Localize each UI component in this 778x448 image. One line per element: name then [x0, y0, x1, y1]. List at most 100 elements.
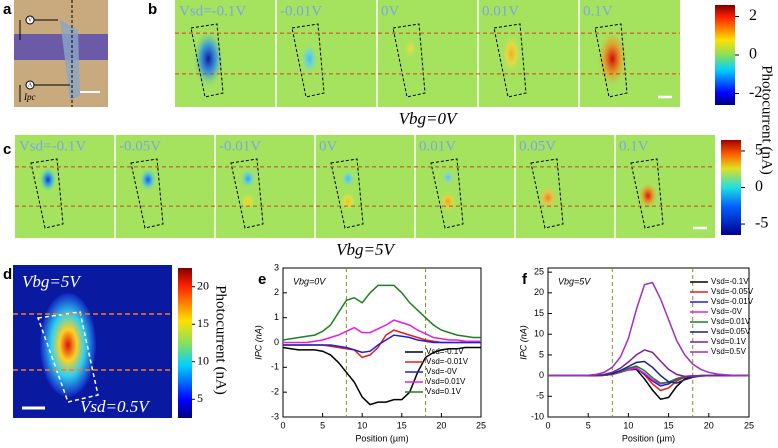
legend-label: Vsd=-0.05V — [711, 287, 754, 296]
legend-label: Vsd=-0V — [426, 367, 458, 376]
flake-outline — [190, 23, 224, 98]
x-tick-label: 5 — [586, 420, 591, 430]
legend-label: Vsd=0.05V — [711, 327, 751, 336]
x-tick-label: 15 — [397, 420, 407, 430]
gate-label: Vbg=0V — [399, 109, 459, 128]
x-tick-label: 25 — [744, 420, 754, 430]
colorbar-tick-label: -5 — [755, 215, 768, 232]
x-axis-label: Position (µm) — [355, 433, 408, 443]
y-tick-label: -2 — [271, 387, 279, 397]
bias-label: -0.01V — [219, 138, 261, 154]
series-line — [282, 346, 481, 406]
ammeter-label: A — [28, 82, 33, 88]
colorbar-tick-label: 20 — [197, 279, 209, 293]
y-tick-label: -10 — [531, 411, 544, 421]
photocurrent-spot — [403, 38, 418, 59]
series-line — [548, 281, 749, 377]
map-strip — [175, 0, 680, 107]
x-tick-label: 15 — [664, 420, 674, 430]
colorbar-tick-label: 0 — [749, 46, 757, 63]
x-tick-label: 5 — [320, 420, 325, 430]
y-tick-label: 1 — [274, 312, 279, 322]
x-tick-label: 20 — [704, 420, 714, 430]
bias-label: 0.1V — [583, 3, 613, 19]
x-tick-label: 25 — [476, 420, 486, 430]
x-axis-label: Position (µm) — [622, 433, 675, 443]
series-line — [283, 334, 481, 354]
voltmeter-label: V — [28, 17, 33, 23]
panel-label: e — [258, 271, 266, 288]
x-tick-label: 0 — [545, 420, 550, 430]
x-tick-label: 10 — [357, 420, 367, 430]
bias-label: Vsd=-0.1V — [179, 3, 246, 19]
bias-label: 0V — [381, 3, 400, 19]
y-tick-label: -1 — [271, 362, 279, 372]
source-label: Source — [114, 8, 145, 20]
photocurrent-spot — [241, 192, 255, 211]
legend-label: Vsd=-0.1V — [711, 277, 749, 286]
photocurrent-spot — [240, 168, 256, 189]
y-tick-label: 2 — [274, 287, 279, 297]
bias-label: 0.05V — [519, 138, 556, 154]
colorbar-tick-label: -2 — [749, 84, 762, 101]
y-axis-label: IPC (nA) — [518, 325, 528, 360]
legend-label: Vsd=0.01V — [426, 377, 466, 386]
x-tick-label: 10 — [623, 420, 633, 430]
colorbar-tick-label: 10 — [197, 354, 209, 368]
colorbar — [715, 5, 735, 105]
flake-outline — [130, 158, 164, 229]
y-tick-label: 15 — [534, 308, 544, 318]
photocurrent-spot — [139, 167, 157, 192]
device-image — [14, 0, 108, 107]
bias-label: -0.01V — [280, 3, 322, 19]
legend-label: Vsd=-0.01V — [426, 357, 469, 366]
colorbar-tick-label: 0 — [755, 178, 763, 195]
y-tick-label: 25 — [534, 267, 544, 277]
bias-label: 0V — [319, 138, 338, 154]
legend-label: Vsd=-0.01V — [711, 297, 754, 306]
bias-label: 0.01V — [482, 3, 519, 19]
legend-label: Vsd=0.1V — [426, 387, 462, 396]
y-tick-label: 10 — [534, 329, 544, 339]
photocurrent-spot — [341, 169, 355, 188]
photocurrent-spot — [300, 42, 319, 75]
map-strip — [15, 135, 715, 238]
photocurrent-spot — [340, 191, 356, 212]
y-tick-label: 0 — [274, 337, 279, 347]
colorbar-title: Photocurrent (nA) — [213, 285, 229, 395]
colorbar — [721, 140, 741, 235]
y-tick-label: 3 — [274, 262, 279, 272]
legend-label: Vsd=-0.1V — [426, 347, 464, 356]
photocurrent-spot — [538, 185, 558, 210]
bias-label: 0.01V — [419, 138, 456, 154]
drain-label: Drain — [112, 82, 138, 94]
annotation: Vbg=0V — [293, 276, 326, 286]
flake-outline — [30, 158, 64, 229]
y-tick-label: -5 — [536, 391, 544, 401]
y-axis-label: IPC (nA) — [253, 325, 263, 360]
legend-label: Vsd=-0V — [711, 307, 743, 316]
panel-label: c — [3, 141, 11, 158]
y-tick-label: 20 — [534, 287, 544, 297]
current-label: Ipc — [23, 92, 36, 102]
gate-label: Vbg=5V — [336, 240, 396, 259]
colorbar-tick-label: 5 — [197, 391, 203, 405]
bias-label: 0.1V — [619, 138, 649, 154]
legend-label: Vsd=0.1V — [711, 337, 747, 346]
panel-label: b — [148, 1, 157, 18]
panel-label: d — [3, 266, 12, 283]
photocurrent-spot — [638, 181, 658, 210]
bias-label: -0.05V — [119, 138, 161, 154]
y-tick-label: 0 — [539, 370, 544, 380]
gate-label: Vbg=5V — [22, 272, 82, 291]
photocurrent-spot — [439, 190, 457, 213]
legend-label: Vsd=0.01V — [711, 317, 751, 326]
photocurrent-spot — [39, 166, 57, 193]
legend-label: Vsd=0.5V — [711, 347, 747, 356]
series-line — [548, 366, 749, 392]
flake-outline — [493, 23, 527, 98]
panel-label: f — [522, 271, 528, 288]
colorbar-tick-label: 5 — [755, 142, 763, 159]
series-line — [283, 319, 481, 344]
panel-label: a — [3, 1, 12, 18]
